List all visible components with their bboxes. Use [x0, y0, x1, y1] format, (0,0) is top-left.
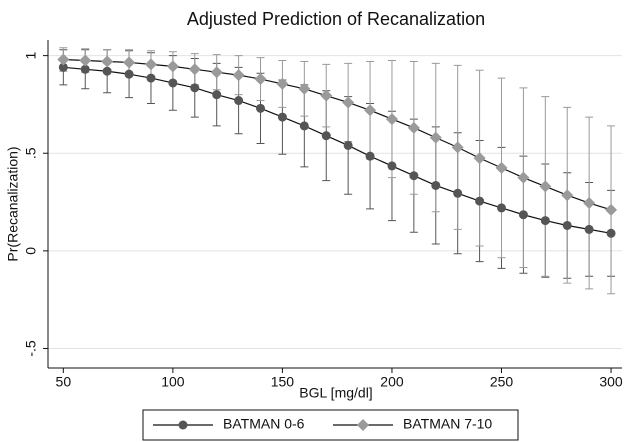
point [583, 197, 596, 210]
point [80, 64, 90, 74]
point [146, 73, 156, 83]
legend-label: BATMAN 7-10 [403, 416, 492, 432]
point [431, 180, 441, 190]
point [321, 131, 331, 141]
point [385, 113, 398, 126]
point [277, 112, 287, 122]
point [539, 180, 552, 193]
point [254, 73, 267, 86]
point [144, 58, 157, 71]
x-tick-label: 300 [599, 374, 623, 390]
point [518, 210, 528, 220]
point [605, 203, 618, 216]
point [497, 203, 507, 213]
point [58, 62, 68, 72]
point [342, 96, 355, 109]
x-tick-label: 100 [161, 374, 185, 390]
x-tick-label: 50 [56, 374, 72, 390]
point [495, 161, 508, 174]
point [429, 131, 442, 144]
point [409, 171, 419, 181]
point [453, 188, 463, 198]
point [79, 54, 92, 67]
point [584, 224, 594, 234]
x-axis-label: BGL [mg/dl] [299, 385, 372, 401]
legend-label: BATMAN 0-6 [223, 416, 305, 432]
point [365, 151, 375, 161]
point [234, 96, 244, 106]
legend-marker [178, 420, 188, 430]
y-tick-label: 0 [23, 247, 39, 255]
point [387, 161, 397, 171]
point [102, 66, 112, 76]
point [188, 63, 201, 76]
x-tick-label: 250 [490, 374, 514, 390]
point [364, 104, 377, 117]
point [168, 78, 178, 88]
point [473, 152, 486, 165]
point [212, 90, 222, 100]
y-tick-label: -.5 [23, 340, 39, 357]
point [407, 121, 420, 134]
point [232, 69, 245, 82]
point [606, 228, 616, 238]
point [562, 220, 572, 230]
point [276, 77, 289, 90]
point [123, 56, 136, 69]
point [517, 171, 530, 184]
chart-title: Adjusted Prediction of Recanalization [187, 9, 485, 29]
y-axis-label: Pr(Recanalization) [5, 146, 21, 261]
point [190, 83, 200, 93]
point [320, 89, 333, 102]
x-tick-label: 200 [380, 374, 404, 390]
point [298, 82, 311, 95]
point [256, 103, 266, 113]
y-tick-label: .5 [23, 147, 39, 159]
point [124, 69, 134, 79]
y-tick-label: 1 [23, 52, 39, 60]
point [540, 216, 550, 226]
point [451, 141, 464, 154]
point [561, 189, 574, 202]
point [166, 60, 179, 73]
point [343, 140, 353, 150]
point [475, 196, 485, 206]
point [210, 66, 223, 79]
legend-marker [357, 419, 369, 431]
point [299, 121, 309, 131]
point [57, 53, 70, 66]
x-tick-label: 150 [271, 374, 295, 390]
point [101, 55, 114, 68]
